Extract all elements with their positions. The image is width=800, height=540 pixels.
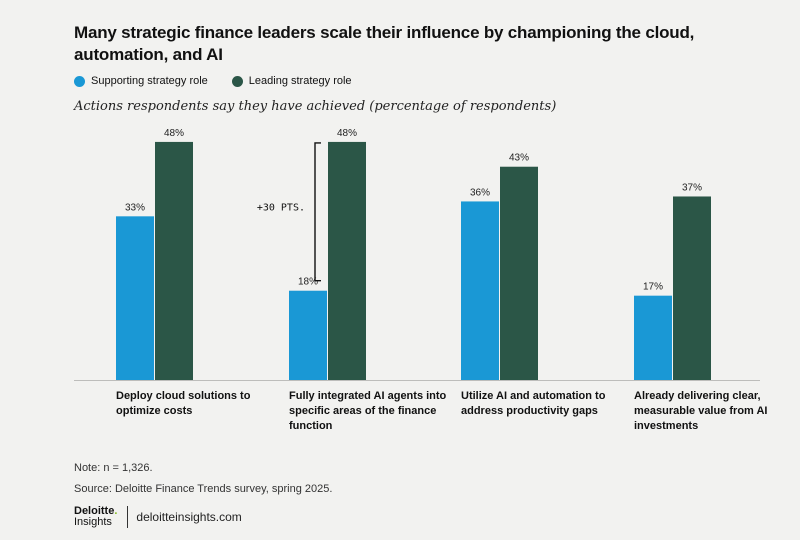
difference-bracket — [314, 142, 321, 282]
note-sample-size: Note: n = 1,326. — [74, 462, 153, 474]
data-label-supporting-3: 17% — [643, 282, 663, 293]
category-label-productivity: Utilize AI and automation to address pro… — [461, 390, 606, 417]
data-label-leading-1: 48% — [337, 128, 357, 139]
legend-swatch-leading — [231, 75, 243, 87]
data-label-leading-3: 37% — [682, 182, 702, 193]
legend-item-supporting: Supporting strategy role — [74, 75, 208, 87]
legend-swatch-supporting — [74, 75, 85, 87]
data-label-supporting-2: 36% — [470, 187, 490, 198]
footer: Deloitte. Insights deloitteinsights.com — [74, 506, 242, 528]
bar-supporting-3 — [634, 295, 672, 380]
data-label-supporting-1: 18% — [298, 277, 318, 288]
logo-top-text: Deloitte — [74, 505, 115, 517]
category-label-ai-agents: Fully integrated AI agents into specific… — [289, 390, 447, 432]
legend: Supporting strategy role Leading strateg… — [74, 75, 376, 87]
footer-divider — [127, 506, 129, 528]
bar-leading-0 — [155, 141, 193, 380]
data-label-leading-0: 48% — [164, 128, 184, 139]
data-label-leading-2: 43% — [509, 153, 529, 164]
chart-subtitle: Actions respondents say they have achiev… — [74, 99, 557, 114]
bar-leading-2 — [500, 166, 538, 380]
bar-leading-1 — [328, 141, 366, 380]
deloitte-insights-logo: Deloitte. Insights — [74, 506, 117, 528]
legend-label-supporting: Supporting strategy role — [91, 75, 208, 87]
category-label-cloud: Deploy cloud solutions to optimize costs — [116, 390, 251, 417]
chart-title: Many strategic finance leaders scale the… — [74, 23, 695, 64]
category-label-ai-value: Already delivering clear, measurable val… — [634, 390, 768, 432]
logo-bottom-text: Insights — [74, 516, 112, 528]
bar-supporting-1 — [289, 290, 327, 380]
legend-item-leading: Leading strategy role — [231, 75, 352, 87]
logo-dot: . — [114, 505, 118, 517]
note-source: Source: Deloitte Finance Trends survey, … — [74, 483, 333, 495]
bar-leading-3 — [673, 196, 711, 380]
difference-annotation: +30 PTS. — [257, 202, 305, 213]
bar-supporting-2 — [461, 201, 499, 380]
bar-supporting-0 — [116, 216, 154, 380]
footer-url-link[interactable]: deloitteinsights.com — [136, 510, 242, 524]
legend-label-leading: Leading strategy role — [248, 75, 352, 87]
data-label-supporting-0: 33% — [125, 202, 145, 213]
